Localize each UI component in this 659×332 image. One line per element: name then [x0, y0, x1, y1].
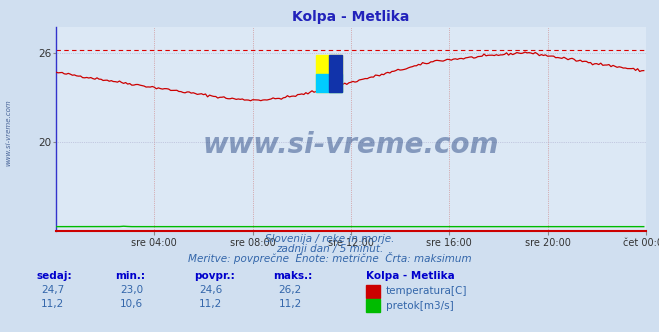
Text: temperatura[C]: temperatura[C]	[386, 287, 467, 296]
Text: 11,2: 11,2	[41, 299, 65, 309]
Text: www.si-vreme.com: www.si-vreme.com	[5, 99, 11, 166]
Text: 24,7: 24,7	[41, 285, 65, 295]
Text: Slovenija / reke in morje.: Slovenija / reke in morje.	[265, 234, 394, 244]
Bar	[316, 55, 342, 92]
Text: 24,6: 24,6	[199, 285, 223, 295]
Text: sedaj:: sedaj:	[36, 271, 72, 281]
Text: pretok[m3/s]: pretok[m3/s]	[386, 301, 453, 311]
Bar	[329, 55, 342, 92]
Text: min.:: min.:	[115, 271, 146, 281]
Text: 23,0: 23,0	[120, 285, 144, 295]
Text: www.si-vreme.com: www.si-vreme.com	[203, 131, 499, 159]
Text: Kolpa - Metlika: Kolpa - Metlika	[366, 271, 455, 281]
Text: 10,6: 10,6	[120, 299, 144, 309]
Text: Meritve: povprečne  Enote: metrične  Črta: maksimum: Meritve: povprečne Enote: metrične Črta:…	[188, 252, 471, 264]
Text: zadnji dan / 5 minut.: zadnji dan / 5 minut.	[276, 244, 383, 254]
Bar	[316, 73, 342, 92]
Text: 26,2: 26,2	[278, 285, 302, 295]
Text: 11,2: 11,2	[278, 299, 302, 309]
Text: maks.:: maks.:	[273, 271, 313, 281]
Text: 11,2: 11,2	[199, 299, 223, 309]
Text: povpr.:: povpr.:	[194, 271, 235, 281]
Title: Kolpa - Metlika: Kolpa - Metlika	[292, 10, 410, 24]
